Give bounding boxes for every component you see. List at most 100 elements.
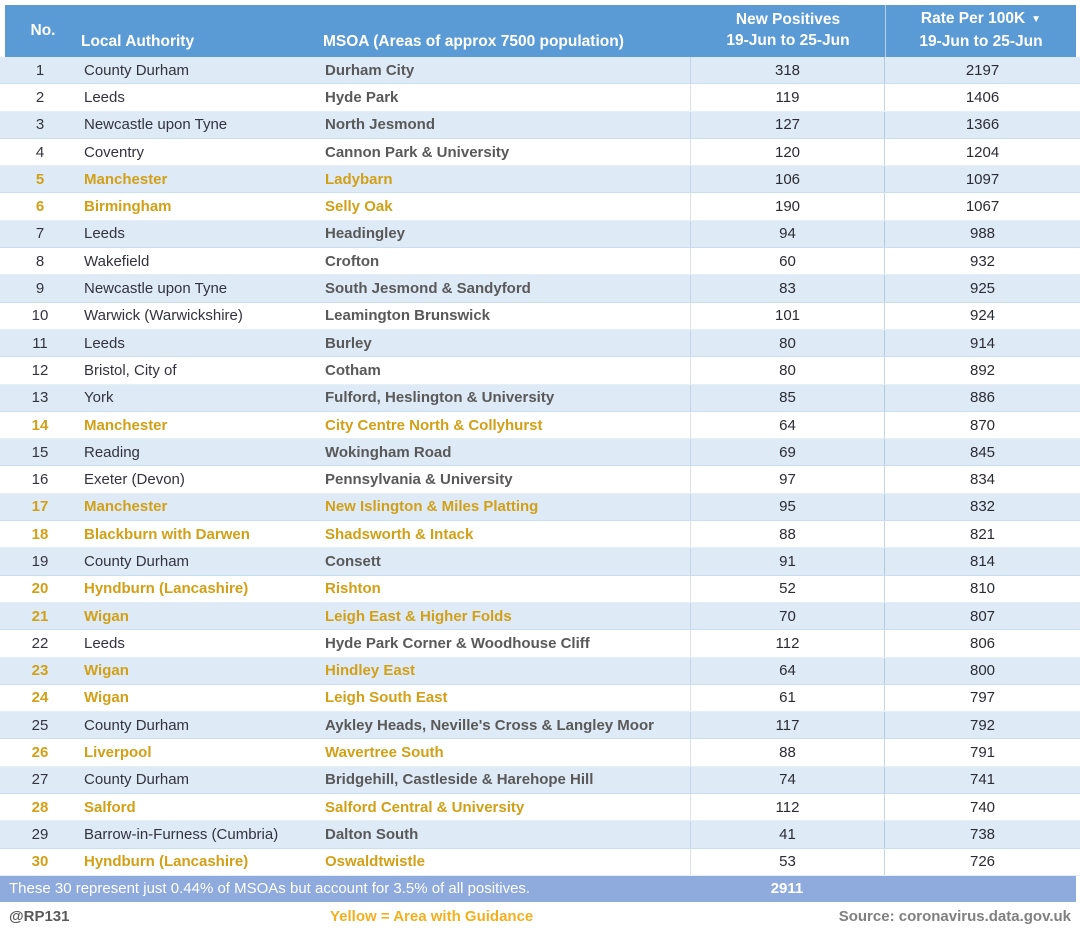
cell-new-positives: 64 [690, 411, 884, 439]
cell-no: 24 [31, 689, 49, 707]
cell-new-positives: 64 [690, 657, 884, 684]
cell-no: 25 [31, 716, 49, 734]
table-body: 1 County Durham Durham City 318 2197 2 L… [0, 57, 1080, 876]
cell-msoa: Cotham [325, 361, 381, 379]
cell-msoa: Aykley Heads, Neville's Cross & Langley … [325, 716, 654, 734]
cell-rate-per-100k: 924 [884, 302, 1080, 329]
cell-local-authority: County Durham [84, 716, 190, 734]
cell-new-positives: 70 [690, 602, 884, 630]
cell-no: 27 [31, 771, 49, 789]
cell-new-positives: 69 [690, 439, 884, 466]
cell-msoa: Salford Central & University [325, 798, 525, 816]
cell-local-authority: Manchester [84, 416, 168, 434]
cell-rate-per-100k: 834 [884, 466, 1080, 493]
cell-rate-per-100k: 1366 [884, 111, 1080, 138]
cell-msoa: Wavertree South [325, 744, 444, 762]
cell-local-authority: Hyndburn (Lancashire) [84, 853, 249, 871]
cell-no: 14 [31, 416, 49, 434]
cell-no: 23 [31, 662, 49, 680]
cell-no: 12 [31, 361, 49, 379]
header-msoa: MSOA (Areas of approx 7500 population) [323, 5, 691, 57]
cell-no: 7 [35, 225, 45, 243]
cell-no: 11 [32, 334, 48, 352]
table-row: 3 Newcastle upon Tyne North Jesmond 127 … [0, 111, 1080, 139]
cell-rate-per-100k: 2197 [884, 57, 1080, 84]
summary-total-new-positives: 2911 [770, 880, 804, 898]
cell-local-authority: County Durham [84, 61, 190, 79]
cell-no: 5 [35, 170, 45, 188]
cell-msoa: Pennsylvania & University [325, 471, 513, 489]
cell-msoa: Wokingham Road [325, 443, 452, 461]
sort-descending-icon[interactable]: ▼ [1031, 14, 1042, 25]
cell-no: 1 [35, 61, 45, 79]
cell-msoa: Bridgehill, Castleside & Harehope Hill [325, 771, 594, 789]
cell-local-authority: Reading [84, 443, 140, 461]
cell-no: 18 [31, 525, 49, 543]
cell-new-positives: 106 [690, 166, 884, 193]
cell-msoa: South Jesmond & Sandyford [325, 280, 531, 298]
cell-new-positives: 80 [690, 329, 884, 357]
header-local-authority-label: Local Authority [81, 33, 195, 50]
cell-new-positives: 127 [690, 111, 884, 138]
cell-local-authority: York [84, 389, 114, 407]
cell-msoa: Fulford, Heslington & University [325, 389, 555, 407]
cell-local-authority: Bristol, City of [84, 361, 177, 379]
cell-local-authority: Wakefield [84, 252, 150, 270]
cell-msoa: Hindley East [325, 662, 416, 680]
cell-no: 9 [35, 280, 45, 298]
cell-new-positives: 119 [690, 84, 884, 111]
header-msoa-label: MSOA (Areas of approx 7500 population) [323, 33, 624, 50]
cell-new-positives: 88 [690, 739, 884, 766]
cell-local-authority: County Durham [84, 771, 190, 789]
cell-rate-per-100k: 925 [884, 275, 1080, 302]
table-row: 13 York Fulford, Heslington & University… [0, 384, 1080, 412]
cell-rate-per-100k: 1406 [884, 84, 1080, 111]
cell-new-positives: 53 [690, 848, 884, 875]
cell-new-positives: 318 [690, 57, 884, 84]
cell-local-authority: Warwick (Warwickshire) [84, 307, 243, 325]
table-row: 28 Salford Salford Central & University … [0, 794, 1080, 822]
header-no: No. [5, 5, 81, 57]
table-row: 21 Wigan Leigh East & Higher Folds 70 80… [0, 602, 1080, 631]
table-row: 25 County Durham Aykley Heads, Neville's… [0, 712, 1080, 740]
table-row: 12 Bristol, City of Cotham 80 892 [0, 357, 1080, 385]
covid-msoa-table-page: No. Local Authority MSOA (Areas of appro… [0, 5, 1080, 929]
table-row: 26 Liverpool Wavertree South 88 791 [0, 739, 1080, 767]
cell-rate-per-100k: 814 [884, 548, 1080, 575]
cell-local-authority: Wigan [84, 662, 129, 680]
header-local-authority: Local Authority [81, 5, 323, 57]
cell-no: 15 [31, 443, 49, 461]
cell-rate-per-100k: 741 [884, 766, 1080, 794]
cell-local-authority: Newcastle upon Tyne [84, 116, 228, 134]
table-row: 17 Manchester New Islington & Miles Plat… [0, 493, 1080, 522]
cell-rate-per-100k: 870 [884, 411, 1080, 439]
cell-msoa: Durham City [325, 61, 415, 79]
cell-msoa: Burley [325, 334, 372, 352]
cell-new-positives: 97 [690, 466, 884, 493]
cell-msoa: Selly Oak [325, 198, 393, 216]
cell-no: 28 [31, 798, 49, 816]
cell-msoa: Consett [325, 552, 381, 570]
cell-rate-per-100k: 740 [884, 794, 1080, 821]
cell-new-positives: 120 [690, 138, 884, 166]
cell-rate-per-100k: 806 [884, 630, 1080, 657]
cell-no: 6 [35, 198, 45, 216]
cell-rate-per-100k: 1097 [884, 166, 1080, 193]
table-row: 1 County Durham Durham City 318 2197 [0, 57, 1080, 85]
cell-rate-per-100k: 821 [884, 521, 1080, 548]
table-row: 24 Wigan Leigh South East 61 797 [0, 684, 1080, 713]
guidance-legend: Yellow = Area with Guidance [330, 907, 534, 925]
table-row: 27 County Durham Bridgehill, Castleside … [0, 766, 1080, 795]
header-new-positives-period: 19-Jun to 25-Jun [726, 32, 850, 49]
header-rate-per-100k[interactable]: Rate Per 100K ▼ 19-Jun to 25-Jun [885, 5, 1076, 57]
cell-new-positives: 101 [690, 302, 884, 329]
table-row: 6 Birmingham Selly Oak 190 1067 [0, 193, 1080, 221]
header-rate-period: 19-Jun to 25-Jun [919, 33, 1043, 50]
table-row: 11 Leeds Burley 80 914 [0, 329, 1080, 358]
cell-no: 10 [31, 307, 49, 325]
cell-new-positives: 112 [690, 630, 884, 657]
cell-local-authority: Exeter (Devon) [84, 471, 185, 489]
cell-local-authority: County Durham [84, 552, 190, 570]
cell-rate-per-100k: 810 [884, 575, 1080, 602]
cell-local-authority: Barrow-in-Furness (Cumbria) [84, 825, 279, 843]
